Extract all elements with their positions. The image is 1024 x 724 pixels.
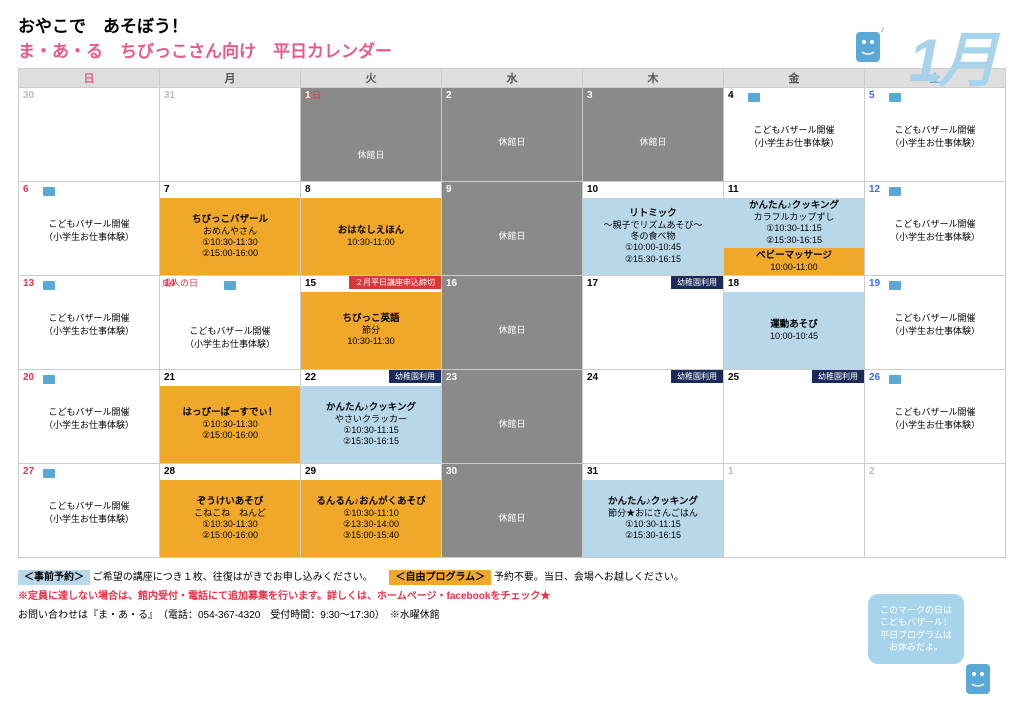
cell-23: 23休館日 xyxy=(442,370,583,464)
cell-29: 29るんるん♪おんがくあそび①10:30-11:10②13:30-14:00③1… xyxy=(301,464,442,558)
deadline-badge: ２月平日講座申込締切 xyxy=(349,276,441,289)
kinder-badge: 幼稚園利用 xyxy=(671,276,723,289)
cell-17: 17幼稚園利用 xyxy=(583,276,724,370)
cell-9: 9休館日 xyxy=(442,182,583,276)
cell-27: 27こどもバザール開催（小学生お仕事体験） xyxy=(19,464,160,558)
legend-warning: ※定員に達しない場合は、館内受付・電話にて追加募集を行います。詳しくは、ホームペ… xyxy=(18,587,1006,606)
day-header-sun: 日 xyxy=(19,69,160,88)
calendar-table: 日 月 火 水 木 金 土 30 31 1元日休館日 2休館日 3休館日 4こど… xyxy=(18,68,1006,558)
cell-prev-30: 30 xyxy=(19,88,160,182)
svg-text:♪: ♪ xyxy=(880,24,885,35)
cell-7: 7ちびっこバザールおめんやさん①10:30-11:30②15:00-16:00 xyxy=(160,182,301,276)
bazaar-mark-icon xyxy=(41,372,59,386)
day-header-wed: 水 xyxy=(442,69,583,88)
cell-20: 20こどもバザール開催（小学生お仕事体験） xyxy=(19,370,160,464)
mascot-icon: ♪ xyxy=(844,22,894,72)
cell-next-2: 2 xyxy=(865,464,1006,558)
cell-30: 30休館日 xyxy=(442,464,583,558)
bazaar-mark-icon xyxy=(41,278,59,292)
kinder-badge: 幼稚園利用 xyxy=(389,370,441,383)
cell-28: 28ぞうけいあそびこねこね ねんど①10:30-11:30②15:00-16:0… xyxy=(160,464,301,558)
legend-free-text: 予約不要。当日、会場へお越しください。 xyxy=(494,572,684,583)
day-header-thu: 木 xyxy=(583,69,724,88)
cell-21: 21はっぴーばーすでぃ！①10:30-11:30②15:00-16:00 xyxy=(160,370,301,464)
bazaar-mark-icon xyxy=(41,184,59,198)
bazaar-mark-icon xyxy=(887,372,905,386)
legend-contact: お問い合わせは『ま・あ・る』 （電話：054-367-4320 受付時間：9:3… xyxy=(18,606,1006,625)
day-header-mon: 月 xyxy=(160,69,301,88)
cell-22: 22幼稚園利用かんたん♪クッキングやさいクラッカー①10:30-11:15②15… xyxy=(301,370,442,464)
day-header-tue: 火 xyxy=(301,69,442,88)
cell-18: 18運動あそび10:00-10:45 xyxy=(724,276,865,370)
cell-next-1: 1 xyxy=(724,464,865,558)
cell-26: 26こどもバザール開催（小学生お仕事体験） xyxy=(865,370,1006,464)
kinder-badge: 幼稚園利用 xyxy=(812,370,864,383)
cell-14: 14成人の日こどもバザール開催（小学生お仕事体験） xyxy=(160,276,301,370)
cell-8: 8おはなしえほん10:30-11:00 xyxy=(301,182,442,276)
bazaar-mark-icon xyxy=(222,278,240,292)
cell-15: 15２月平日講座申込締切ちびっこ英語節分10:30-11:30 xyxy=(301,276,442,370)
cell-25: 25幼稚園利用 xyxy=(724,370,865,464)
cell-5: 5こどもバザール開催（小学生お仕事体験） xyxy=(865,88,1006,182)
legend-free-tag: ＜自由プログラム＞ xyxy=(389,570,491,585)
bazaar-mark-icon xyxy=(887,90,905,104)
month-label: 1月 xyxy=(909,12,994,99)
cell-2: 2休館日 xyxy=(442,88,583,182)
mascot-icon-bottom xyxy=(954,654,1004,704)
cell-3: 3休館日 xyxy=(583,88,724,182)
bazaar-mark-icon xyxy=(746,90,764,104)
cell-13: 13こどもバザール開催（小学生お仕事体験） xyxy=(19,276,160,370)
legend-pre-text: ご希望の講座につき１枚、往復はがきでお申し込みください。 xyxy=(93,572,373,583)
cell-6: 6こどもバザール開催（小学生お仕事体験） xyxy=(19,182,160,276)
cell-12: 12こどもバザール開催（小学生お仕事体験） xyxy=(865,182,1006,276)
legend: ＜事前予約＞ ご希望の講座につき１枚、往復はがきでお申し込みください。 ＜自由プ… xyxy=(18,568,1006,625)
cell-10: 10リトミック～親子でリズムあそび～冬の食べ物①10:00-10:45②15:3… xyxy=(583,182,724,276)
speech-bubble: このマークの日は こどもバザール！ 平日プログラムは お休みだよ。 xyxy=(868,594,964,664)
kinder-badge: 幼稚園利用 xyxy=(671,370,723,383)
cell-prev-31: 31 xyxy=(160,88,301,182)
bazaar-mark-icon xyxy=(887,184,905,198)
cell-31: 31かんたん♪クッキング節分★おにさんごはん①10:30-11:15②15:30… xyxy=(583,464,724,558)
cell-1: 1元日休館日 xyxy=(301,88,442,182)
cell-19: 19こどもバザール開催（小学生お仕事体験） xyxy=(865,276,1006,370)
cell-16: 16休館日 xyxy=(442,276,583,370)
cell-24: 24幼稚園利用 xyxy=(583,370,724,464)
cell-4: 4こどもバザール開催（小学生お仕事体験） xyxy=(724,88,865,182)
bazaar-mark-icon xyxy=(41,466,59,480)
cell-11: 11かんたん♪クッキングカラフルカップずし①10:30-11:15②15:30-… xyxy=(724,182,865,276)
legend-pre-tag: ＜事前予約＞ xyxy=(18,570,90,585)
bazaar-mark-icon xyxy=(887,278,905,292)
